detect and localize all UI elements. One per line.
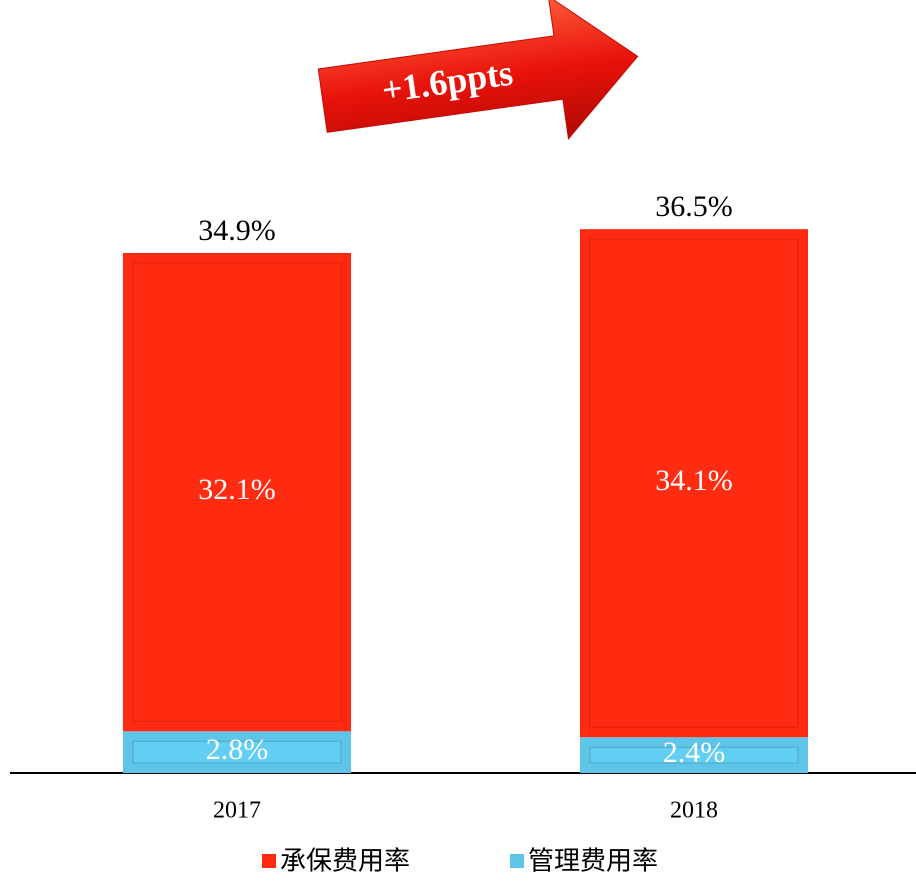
annotation-arrow: +1.6ppts: [317, 0, 639, 141]
bar-bevel: [132, 262, 342, 722]
data-label: 2.8%: [206, 733, 269, 766]
legend-swatch: [510, 854, 524, 868]
bar-bevel: [132, 740, 342, 764]
x-tick-label: 2018: [670, 798, 718, 824]
x-tick-label: 2017: [213, 798, 261, 824]
bar-bevel: [589, 238, 799, 728]
bar-bevel: [589, 746, 799, 764]
data-label: 32.1%: [198, 473, 276, 506]
total-label: 36.5%: [655, 190, 733, 223]
legend-label: 管理费用率: [528, 847, 658, 877]
data-label: 34.1%: [655, 464, 733, 497]
data-label: 2.4%: [663, 736, 726, 769]
total-label: 34.9%: [198, 214, 276, 247]
legend-label: 承保费用率: [280, 847, 410, 877]
legend-swatch: [262, 854, 276, 868]
